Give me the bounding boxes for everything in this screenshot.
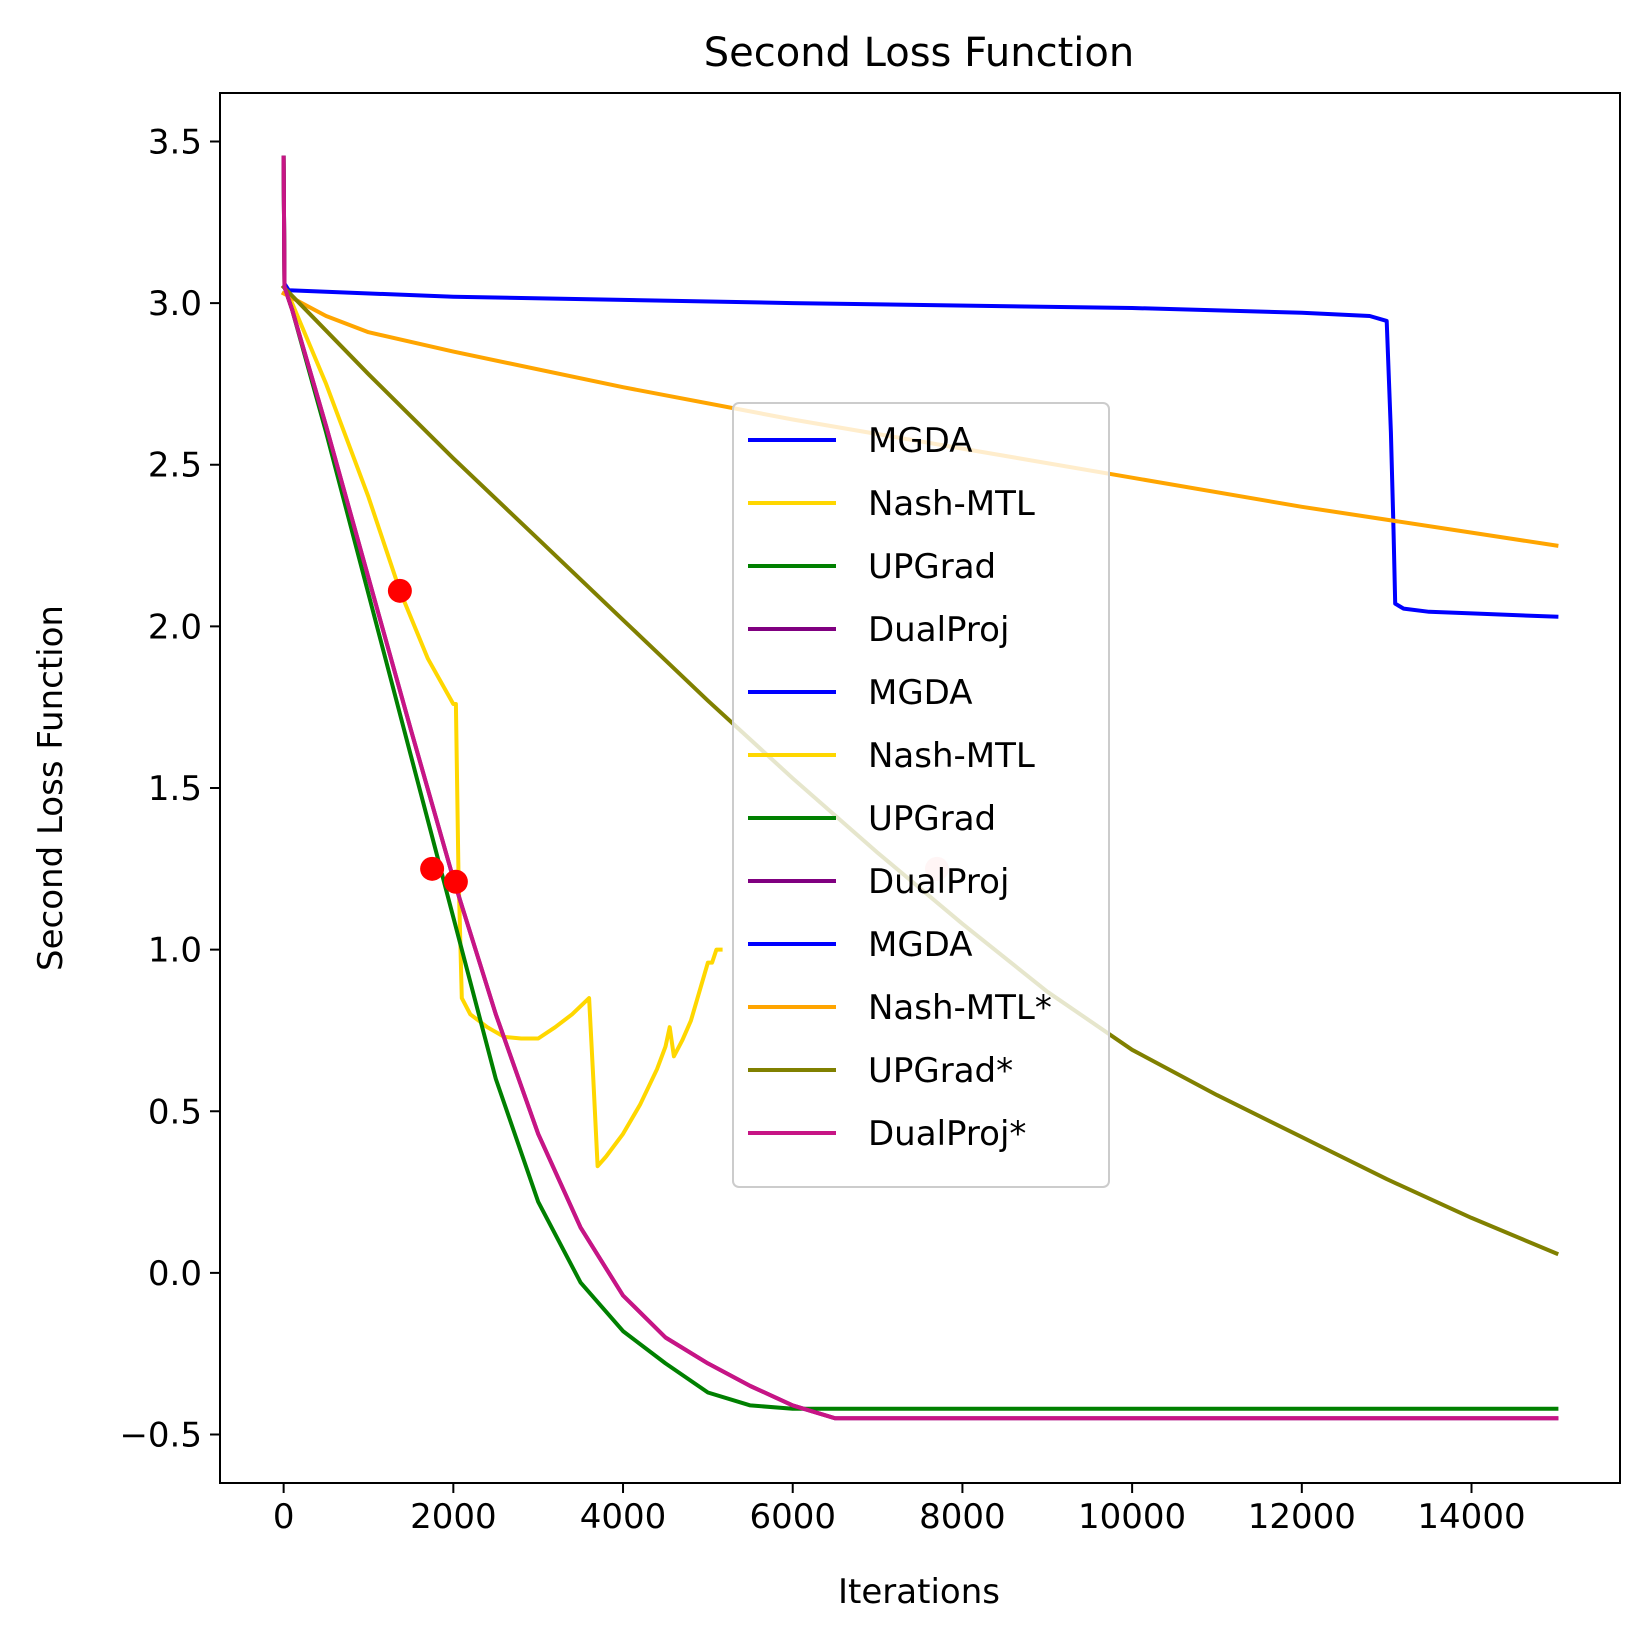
legend-label: Nash-MTL* <box>868 988 1052 1028</box>
legend-label: MGDA <box>868 673 973 713</box>
legend-label: MGDA <box>868 925 973 965</box>
legend-label: DualProj* <box>868 1114 1026 1154</box>
legend-box <box>732 402 1110 1188</box>
legend-label: UPGrad* <box>868 1051 1013 1091</box>
x-ticks: 0 2000 4000 6000 8000 10000 12000 14000 <box>273 1483 1526 1537</box>
x-tick-label: 12000 <box>1248 1497 1356 1537</box>
x-tick-label: 2000 <box>410 1497 497 1537</box>
x-tick-label: 6000 <box>749 1497 836 1537</box>
y-tick-label: 3.5 <box>148 122 202 162</box>
y-tick-label: 3.0 <box>148 284 202 324</box>
legend-label: UPGrad <box>868 547 996 587</box>
y-axis-label: Second Loss Function <box>31 605 71 971</box>
legend-label: Nash-MTL <box>868 484 1035 524</box>
y-tick-label: 1.5 <box>148 769 202 809</box>
legend-label: Nash-MTL <box>868 736 1035 776</box>
x-axis-label: Iterations <box>838 1572 1000 1612</box>
x-tick-label: 14000 <box>1417 1497 1525 1537</box>
x-tick-label: 8000 <box>919 1497 1006 1537</box>
y-tick-label: 2.5 <box>148 446 202 486</box>
legend-label: UPGrad <box>868 799 996 839</box>
point-marker-0 <box>387 578 412 603</box>
series-line-1 <box>281 155 723 1169</box>
y-tick-label: 0.5 <box>148 1092 202 1132</box>
chart-title: Second Loss Function <box>704 30 1135 76</box>
point-marker-2 <box>443 869 468 894</box>
y-tick-label: −0.5 <box>119 1416 202 1456</box>
y-tick-label: 1.0 <box>148 931 202 971</box>
series-line-11 <box>281 155 1559 1421</box>
x-tick-label: 10000 <box>1078 1497 1186 1537</box>
point-marker-1 <box>420 856 445 881</box>
legend-label: DualProj <box>868 610 1009 650</box>
legend-label: MGDA <box>868 421 973 461</box>
y-tick-label: 2.0 <box>148 607 202 647</box>
legend-label: DualProj <box>868 862 1009 902</box>
x-tick-label: 4000 <box>580 1497 667 1537</box>
x-tick-label: 0 <box>273 1497 295 1537</box>
legend: MGDA Nash-MTL UPGrad DualProj MGDA Nash-MTL UP… <box>732 402 1110 1188</box>
y-ticks: −0.5 0.0 0.5 1.0 1.5 2.0 2.5 3.0 3.5 <box>119 122 220 1456</box>
series-line-0 <box>281 155 1559 619</box>
y-tick-label: 0.0 <box>148 1254 202 1294</box>
